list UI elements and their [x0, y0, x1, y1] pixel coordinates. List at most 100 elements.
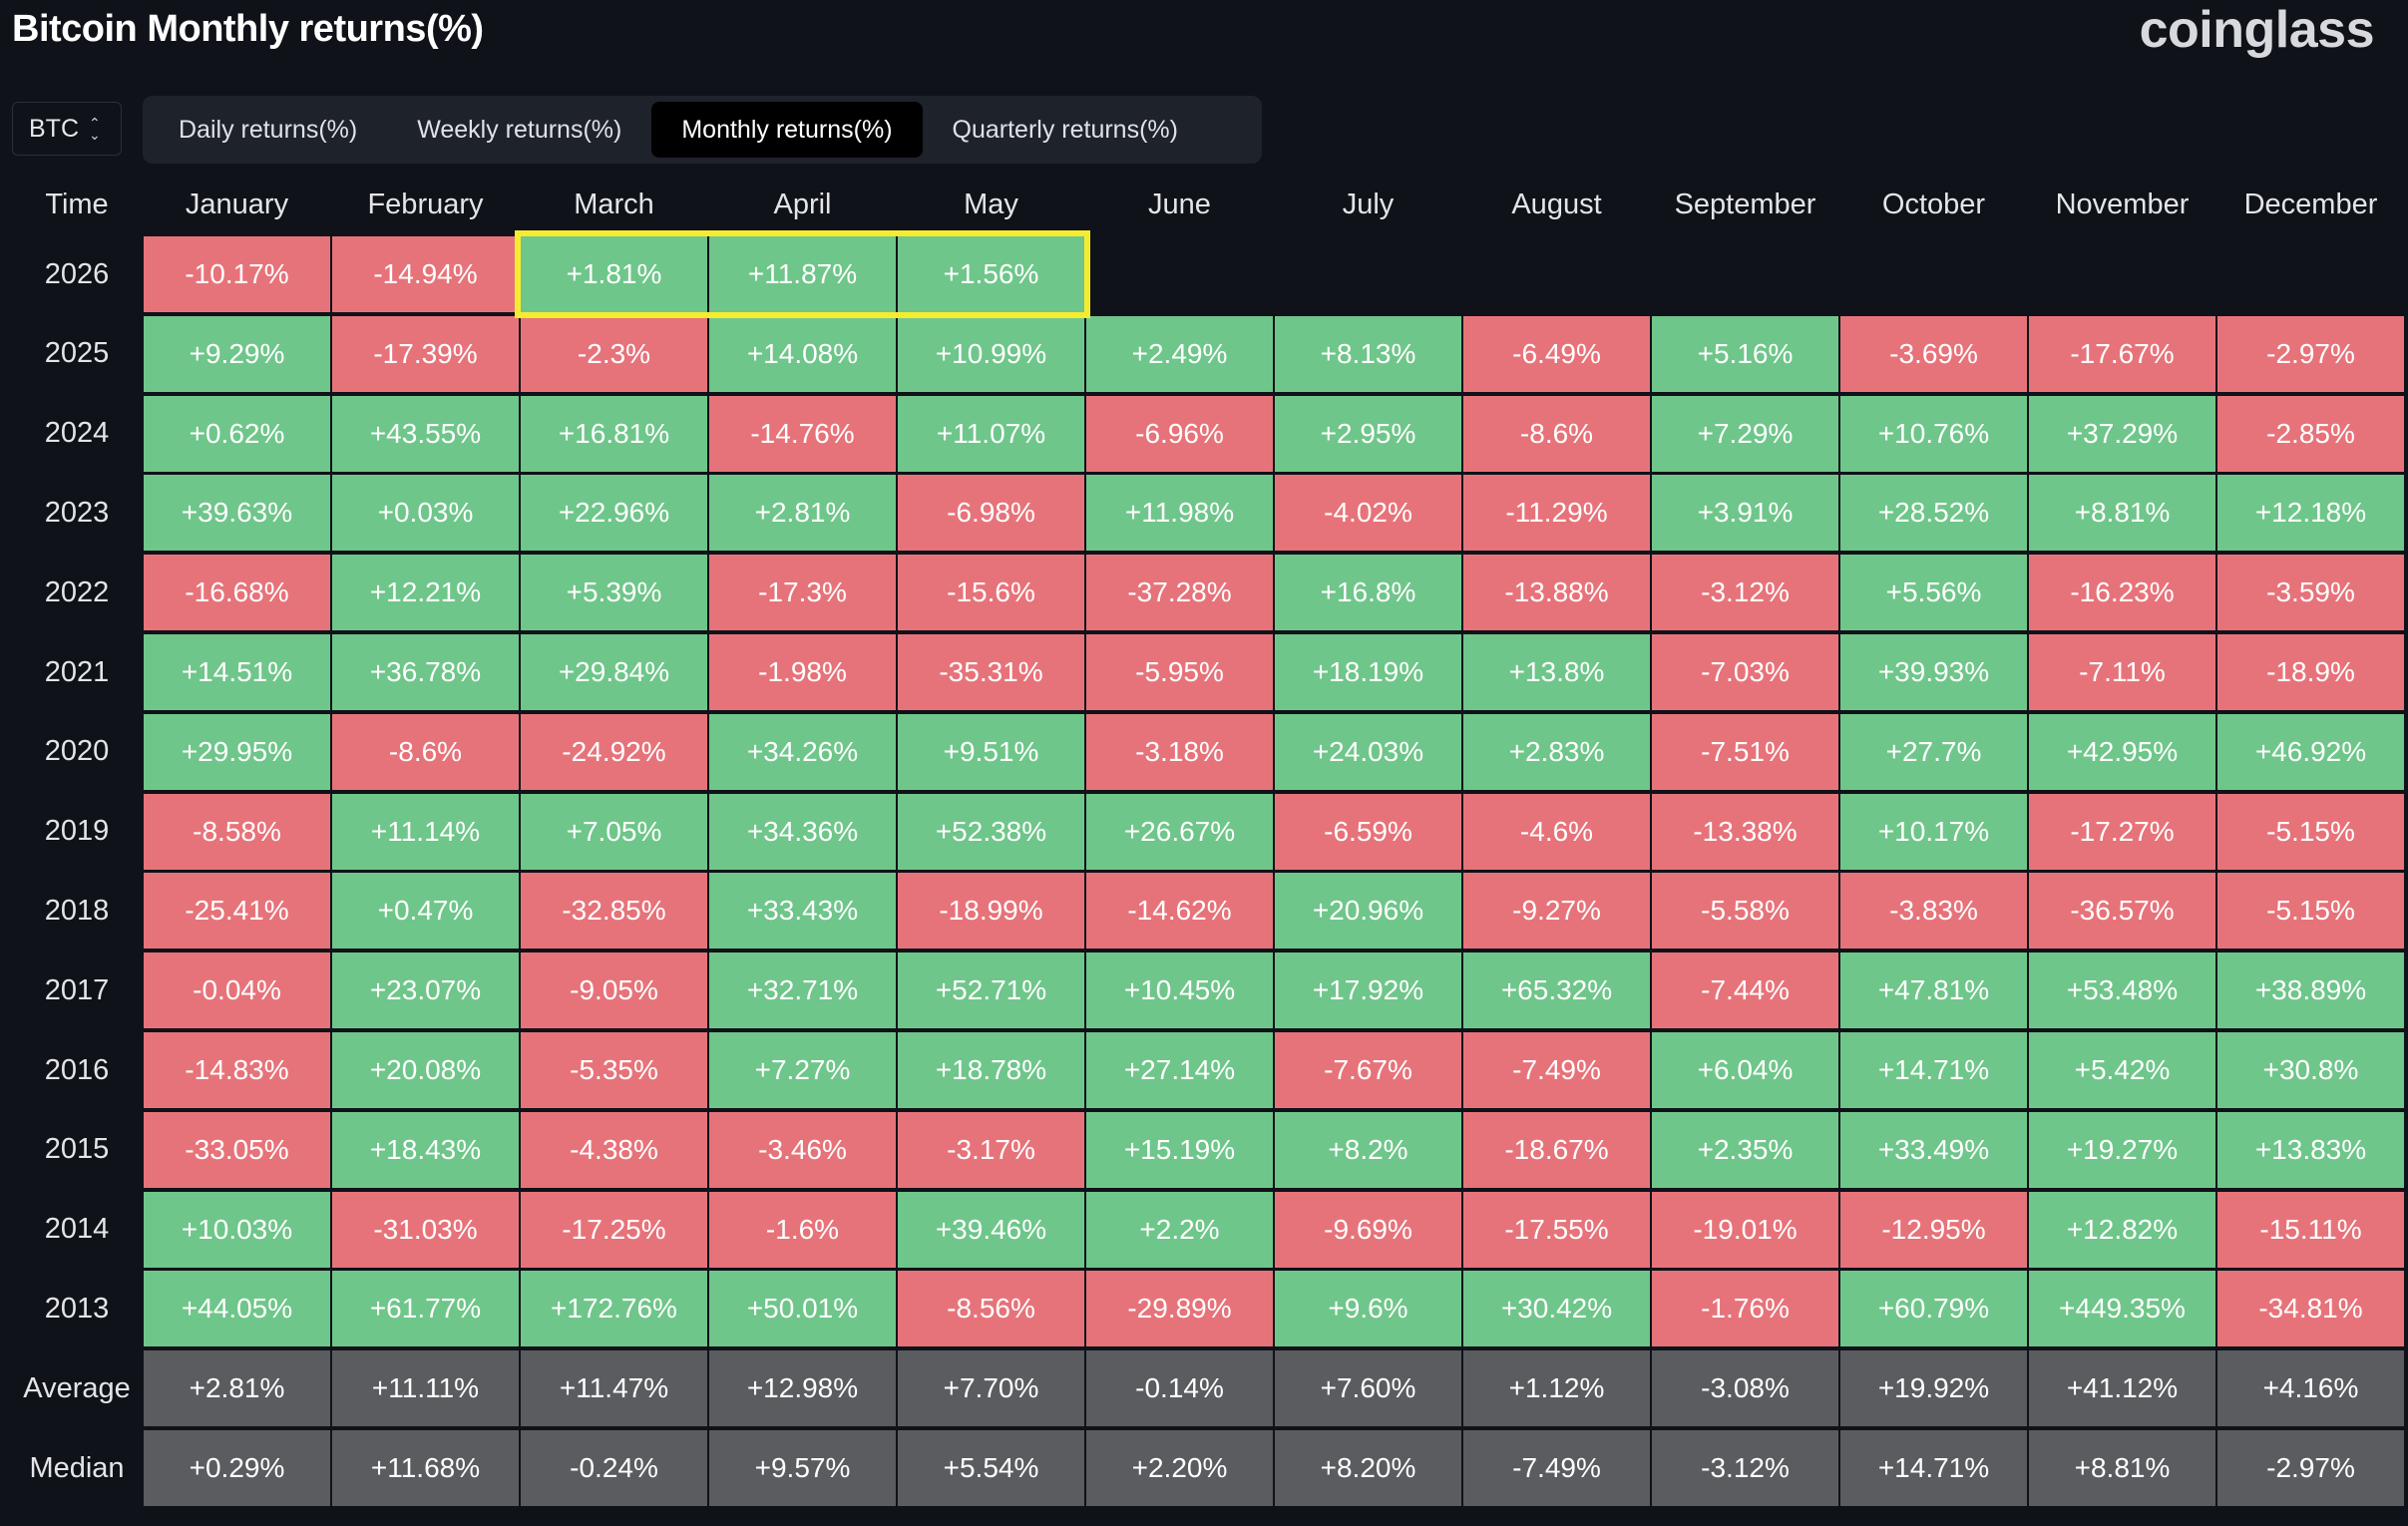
- return-cell: +14.51%: [144, 634, 330, 710]
- return-cell: -7.44%: [1652, 953, 1838, 1029]
- median-cell: -3.12%: [1652, 1430, 1838, 1506]
- coinglass-logo: coinglass: [2139, 1, 2375, 59]
- return-cell: -17.39%: [332, 315, 519, 392]
- return-cell: +172.76%: [521, 1271, 707, 1347]
- return-cell: +22.96%: [521, 475, 707, 552]
- column-header-june: June: [1148, 188, 1211, 220]
- return-cell: -19.01%: [1652, 1191, 1838, 1268]
- return-cell: -7.03%: [1652, 634, 1838, 710]
- return-cell: +0.47%: [332, 873, 519, 950]
- return-cell: +33.43%: [709, 873, 896, 950]
- return-cell: +11.98%: [1086, 475, 1273, 552]
- return-cell: -17.27%: [2029, 793, 2215, 870]
- return-cell: +34.36%: [709, 793, 896, 870]
- return-cell: +9.6%: [1275, 1271, 1461, 1347]
- return-cell: +29.95%: [144, 713, 330, 790]
- return-cell: -0.04%: [144, 953, 330, 1029]
- return-cell: -2.97%: [2217, 315, 2404, 392]
- return-cell: +0.62%: [144, 395, 330, 472]
- median-cell: -0.24%: [521, 1430, 707, 1506]
- return-cell: +30.8%: [2217, 1032, 2404, 1108]
- average-cell: +19.92%: [1840, 1350, 2027, 1427]
- return-cell: -1.76%: [1652, 1271, 1838, 1347]
- return-cell: -6.49%: [1463, 315, 1650, 392]
- average-cell: +11.47%: [521, 1350, 707, 1427]
- return-cell: +27.14%: [1086, 1032, 1273, 1108]
- tab-monthly-returns[interactable]: Monthly returns(%): [651, 102, 923, 158]
- return-cell: -6.98%: [898, 475, 1084, 552]
- return-cell: +3.91%: [1652, 475, 1838, 552]
- tab-weekly-returns[interactable]: Weekly returns(%): [417, 115, 622, 144]
- return-cell: +65.32%: [1463, 953, 1650, 1029]
- return-cell: -5.58%: [1652, 873, 1838, 950]
- return-cell: -18.9%: [2217, 634, 2404, 710]
- asset-select[interactable]: BTC ⌃ ⌄: [12, 102, 122, 156]
- column-header-november: November: [2055, 188, 2190, 220]
- return-cell: -3.17%: [898, 1111, 1084, 1188]
- median-cell: +0.29%: [144, 1430, 330, 1506]
- return-cell: +23.07%: [332, 953, 519, 1029]
- row-label-year: 2026: [44, 257, 110, 290]
- page-title: Bitcoin Monthly returns(%): [12, 8, 484, 50]
- return-cell: -17.67%: [2029, 315, 2215, 392]
- return-cell: -2.85%: [2217, 395, 2404, 472]
- return-cell: +33.49%: [1840, 1111, 2027, 1188]
- return-cell: +7.27%: [709, 1032, 896, 1108]
- return-cell: -12.95%: [1840, 1191, 2027, 1268]
- return-cell: -16.68%: [144, 555, 330, 631]
- row-label-year: 2016: [44, 1053, 110, 1086]
- return-cell: +60.79%: [1840, 1271, 2027, 1347]
- return-cell: -9.27%: [1463, 873, 1650, 950]
- return-cell: +47.81%: [1840, 953, 2027, 1029]
- return-cell: -18.67%: [1463, 1111, 1650, 1188]
- return-cell: +0.03%: [332, 475, 519, 552]
- return-cell: -11.29%: [1463, 475, 1650, 552]
- return-cell: -6.96%: [1086, 395, 1273, 472]
- return-cell: -1.6%: [709, 1191, 896, 1268]
- return-cell: -3.59%: [2217, 555, 2404, 631]
- return-cell: -9.69%: [1275, 1191, 1461, 1268]
- return-cell: +24.03%: [1275, 713, 1461, 790]
- row-label-year: 2025: [44, 337, 110, 370]
- return-cell: +14.71%: [1840, 1032, 2027, 1108]
- return-cell: -7.67%: [1275, 1032, 1461, 1108]
- median-cell: -2.97%: [2217, 1430, 2404, 1506]
- return-cell: +39.63%: [144, 475, 330, 552]
- median-cell: +9.57%: [709, 1430, 896, 1506]
- chevron-updown-icon: ⌃ ⌄: [89, 115, 101, 143]
- return-cell: +10.03%: [144, 1191, 330, 1268]
- return-cell: +46.92%: [2217, 713, 2404, 790]
- average-cell: +7.60%: [1275, 1350, 1461, 1427]
- return-cell: +52.38%: [898, 793, 1084, 870]
- row-label-year: 2015: [44, 1133, 110, 1166]
- return-cell: +32.71%: [709, 953, 896, 1029]
- return-cell: -4.38%: [521, 1111, 707, 1188]
- tab-quarterly-returns[interactable]: Quarterly returns(%): [952, 115, 1178, 144]
- median-cell: +14.71%: [1840, 1430, 2027, 1506]
- return-cell: +50.01%: [709, 1271, 896, 1347]
- tab-daily-returns[interactable]: Daily returns(%): [179, 115, 358, 144]
- return-cell: +20.08%: [332, 1032, 519, 1108]
- return-cell: -17.55%: [1463, 1191, 1650, 1268]
- average-cell: -0.14%: [1086, 1350, 1273, 1427]
- return-cell: -18.99%: [898, 873, 1084, 950]
- return-cell: +16.81%: [521, 395, 707, 472]
- return-cell: -6.59%: [1275, 793, 1461, 870]
- return-cell: +10.76%: [1840, 395, 2027, 472]
- return-cell: -29.89%: [1086, 1271, 1273, 1347]
- row-label-year: 2019: [44, 815, 110, 848]
- column-header-july: July: [1342, 188, 1395, 220]
- return-cell: -17.25%: [521, 1191, 707, 1268]
- return-cell: -10.17%: [144, 236, 330, 312]
- row-label-year: 2017: [44, 973, 110, 1006]
- column-header-january: January: [185, 188, 289, 220]
- return-cell: +2.49%: [1086, 315, 1273, 392]
- return-cell: -14.83%: [144, 1032, 330, 1108]
- return-cell: -25.41%: [144, 873, 330, 950]
- return-cell: +8.81%: [2029, 475, 2215, 552]
- return-cell: -36.57%: [2029, 873, 2215, 950]
- row-label-year: 2023: [44, 496, 110, 529]
- return-cell: +2.2%: [1086, 1191, 1273, 1268]
- return-cell: +7.29%: [1652, 395, 1838, 472]
- return-cell: +14.08%: [709, 315, 896, 392]
